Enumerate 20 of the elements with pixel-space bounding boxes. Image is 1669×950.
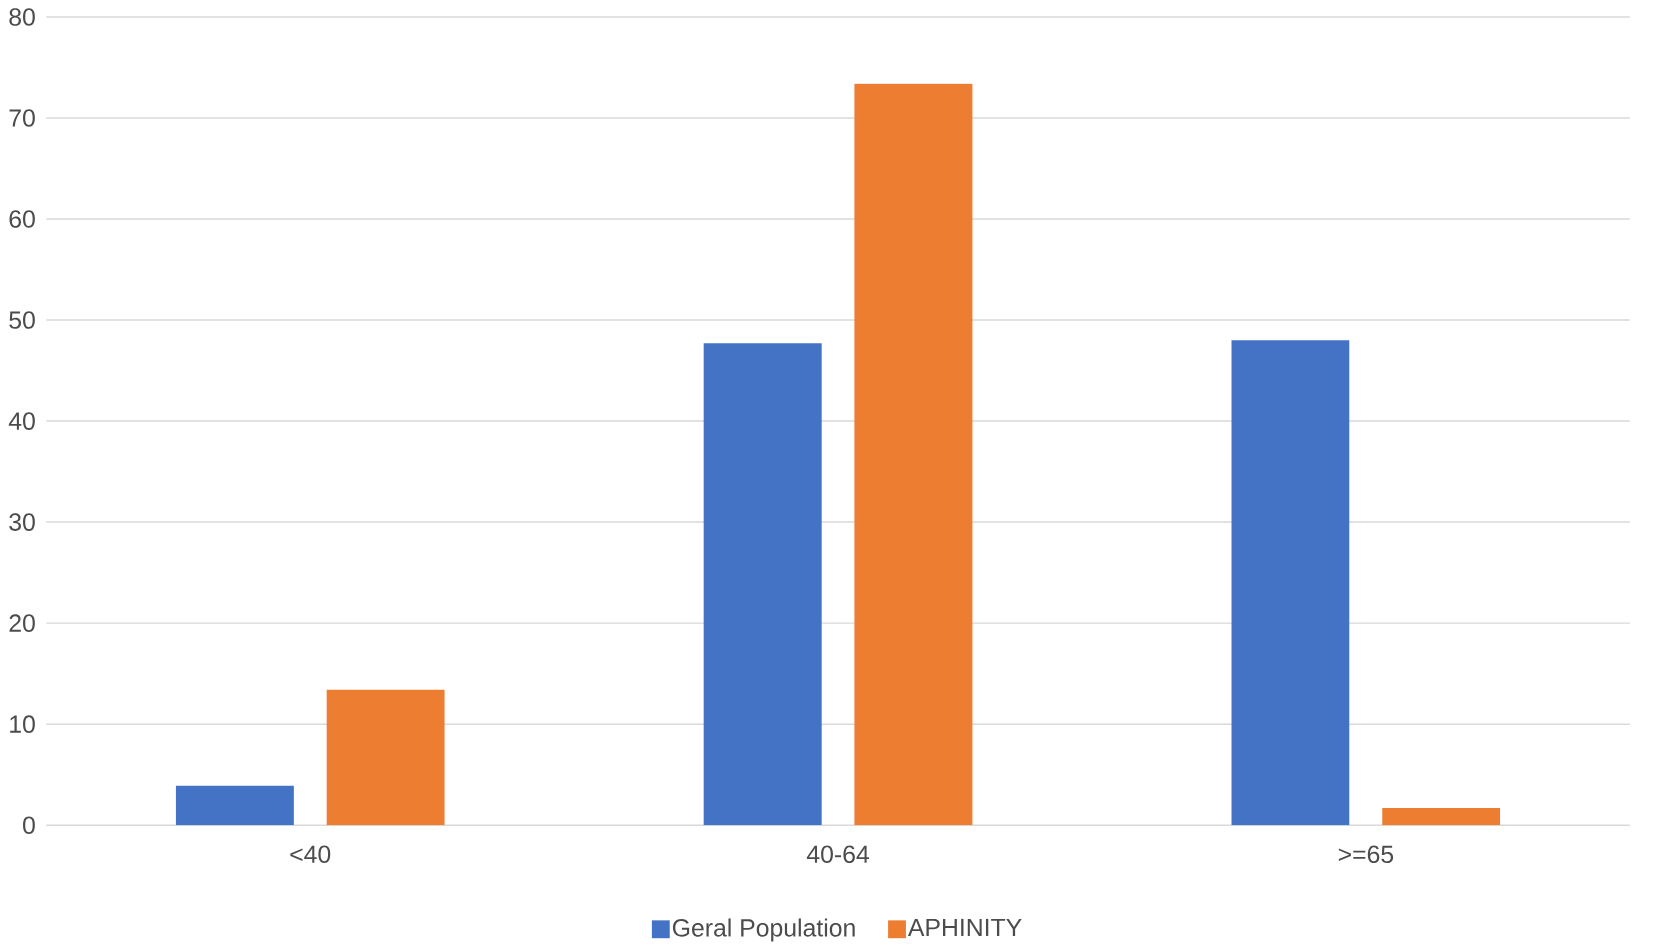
- x-tick-label: <40: [290, 845, 331, 863]
- y-tick-label: 20: [9, 614, 35, 632]
- bar: [175, 785, 294, 825]
- y-tick-label: 70: [9, 109, 35, 127]
- y-tick-label: 40: [8, 412, 35, 430]
- y-tick-label: 0: [23, 816, 35, 834]
- y-tick-label: 50: [9, 311, 35, 329]
- bar: [854, 83, 973, 825]
- x-tick-label: 40-64: [806, 845, 870, 863]
- y-tick-label: 10: [10, 715, 35, 733]
- y-tick-label: 80: [9, 8, 35, 26]
- bar: [1382, 807, 1501, 825]
- bar: [703, 343, 822, 825]
- y-tick-label: 60: [9, 210, 35, 228]
- bar: [1231, 340, 1350, 825]
- x-tick-label: >=65: [1338, 845, 1394, 863]
- legend-label: APHINITY: [907, 918, 1022, 936]
- bar: [326, 689, 445, 825]
- y-tick-label: 30: [9, 513, 35, 531]
- legend-label: Geral Population: [672, 918, 855, 942]
